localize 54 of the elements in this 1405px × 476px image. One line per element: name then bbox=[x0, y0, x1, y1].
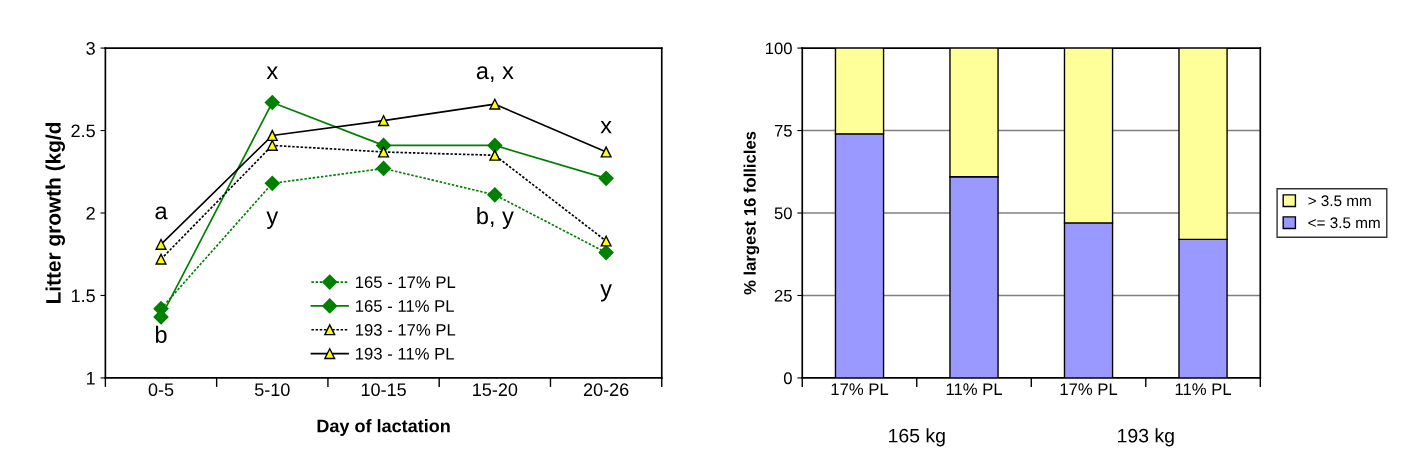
point bbox=[155, 238, 167, 250]
annotation: y bbox=[266, 211, 279, 229]
y-tick-label: 75 bbox=[774, 125, 792, 137]
y-axis-title: % largest 16 follicles bbox=[743, 131, 760, 295]
y-tick-label: 0 bbox=[783, 372, 792, 385]
annotation: x bbox=[266, 66, 278, 79]
legend-label: > 3.5 mm bbox=[1308, 195, 1371, 207]
point bbox=[487, 137, 503, 153]
y-tick-label: 50 bbox=[774, 207, 792, 220]
annotation: y bbox=[600, 284, 612, 302]
x-tick-label: 0-5 bbox=[148, 383, 174, 397]
x-tick-label: 11% PL bbox=[946, 383, 1003, 395]
annotation: x bbox=[600, 120, 612, 134]
annotation: b bbox=[155, 325, 167, 344]
x-tick-label: 20-26 bbox=[583, 383, 629, 397]
point bbox=[598, 245, 614, 261]
x-tick-label: 11% PL bbox=[1175, 383, 1232, 395]
x-tick-label: 17% PL bbox=[831, 383, 889, 395]
text: 193 kg bbox=[1118, 428, 1174, 447]
y-axis-title: Litter growth (kg/d bbox=[45, 122, 65, 304]
annotation: b, y bbox=[477, 206, 514, 229]
point bbox=[487, 187, 503, 203]
x-tick-label: 5-10 bbox=[254, 383, 290, 397]
x-tick-label: 17% PL bbox=[1060, 383, 1118, 395]
y-tick-label: 3 bbox=[86, 42, 95, 55]
legend-label: 165 - 11% PL bbox=[356, 300, 454, 312]
y-tick-label: 25 bbox=[774, 289, 792, 302]
point bbox=[155, 253, 167, 265]
y-tick-label: 1 bbox=[86, 372, 95, 385]
point bbox=[264, 94, 280, 111]
annotation: a, x bbox=[476, 66, 514, 82]
y-tick-label: 2.5 bbox=[71, 124, 95, 138]
x-tick-label: 15-20 bbox=[473, 383, 518, 397]
point bbox=[375, 160, 392, 177]
point bbox=[266, 129, 278, 142]
y-tick-label: 1.5 bbox=[71, 289, 95, 303]
point bbox=[378, 115, 390, 127]
point bbox=[378, 146, 390, 158]
point bbox=[489, 98, 501, 110]
legend-label: 193 - 11% PL bbox=[356, 347, 454, 360]
point bbox=[600, 146, 612, 158]
legend-label: 165 - 17% PL bbox=[356, 276, 456, 289]
point bbox=[264, 175, 280, 191]
point bbox=[600, 235, 612, 247]
x-tick-label: 10-15 bbox=[361, 383, 406, 397]
point bbox=[598, 170, 614, 186]
annotation: a bbox=[155, 206, 168, 220]
y-tick-label: 100 bbox=[766, 42, 792, 55]
text: 165 kg bbox=[889, 428, 945, 447]
y-tick-label: 2 bbox=[86, 206, 95, 220]
legend-label: 193 - 17% PL bbox=[356, 323, 456, 336]
point bbox=[489, 149, 501, 161]
legend-label: <= 3.5 mm bbox=[1308, 217, 1380, 229]
x-axis-title: Day of lactation bbox=[317, 419, 450, 436]
